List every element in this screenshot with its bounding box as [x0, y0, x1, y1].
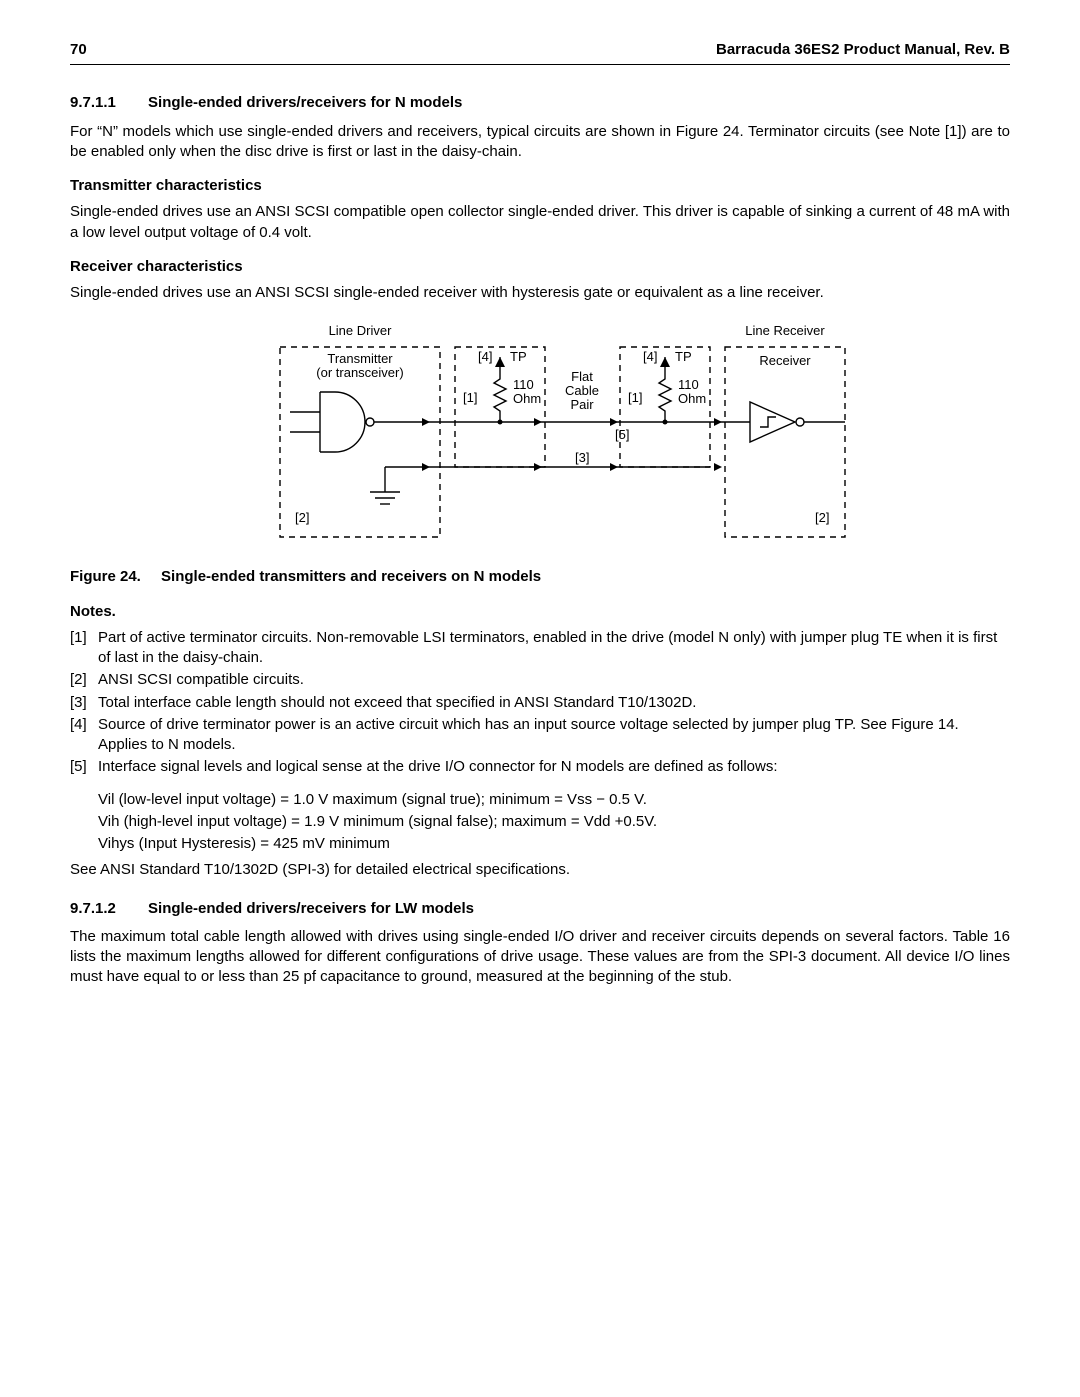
label-n2-left: [2] [295, 510, 309, 525]
section-heading-9-7-1-1: 9.7.1.1 Single-ended drivers/receivers f… [70, 93, 1010, 113]
label-flat: Flat [571, 369, 593, 384]
figure-24-diagram: Line Driver Line Receiver Transmitter (o… [220, 317, 860, 557]
section-number: 9.7.1.2 [70, 899, 116, 919]
label-ohm-left: Ohm [513, 391, 541, 406]
note-item: [5]Interface signal levels and logical s… [70, 757, 1010, 777]
figure-caption: Figure 24. Single-ended transmitters and… [70, 567, 1010, 587]
label-line-driver: Line Driver [329, 323, 393, 338]
note-item: [1]Part of active terminator circuits. N… [70, 628, 1010, 669]
label-n4-right: [4] [643, 349, 657, 364]
label-cable: Cable [565, 383, 599, 398]
section-number: 9.7.1.1 [70, 93, 116, 113]
manual-title: Barracuda 36ES2 Product Manual, Rev. B [716, 40, 1010, 60]
figure-caption-text: Single-ended transmitters and receivers … [161, 568, 541, 585]
receiver-paragraph: Single-ended drives use an ANSI SCSI sin… [70, 283, 1010, 303]
label-tp-left: TP [510, 349, 527, 364]
section-paragraph: The maximum total cable length allowed w… [70, 927, 1010, 988]
label-n1-right: [1] [628, 390, 642, 405]
section-title: Single-ended drivers/receivers for N mod… [148, 94, 462, 111]
receiver-heading: Receiver characteristics [70, 257, 1010, 277]
notes-list: [1]Part of active terminator circuits. N… [70, 628, 1010, 778]
page-header: 70 Barracuda 36ES2 Product Manual, Rev. … [70, 40, 1010, 65]
label-110-left: 110 [513, 377, 534, 392]
label-n4-left: [4] [478, 349, 492, 364]
notes-after-paragraph: See ANSI Standard T10/1302D (SPI-3) for … [70, 860, 1010, 880]
label-transmitter: Transmitter [327, 351, 393, 366]
transmitter-paragraph: Single-ended drives use an ANSI SCSI com… [70, 202, 1010, 243]
transmitter-heading: Transmitter characteristics [70, 176, 1010, 196]
section-paragraph: For “N” models which use single-ended dr… [70, 122, 1010, 163]
notes-heading: Notes. [70, 602, 1010, 622]
note-item: [3]Total interface cable length should n… [70, 693, 1010, 713]
label-receiver: Receiver [759, 353, 811, 368]
label-110-right: 110 [678, 377, 699, 392]
figure-label: Figure 24. [70, 567, 141, 587]
label-tp-right: TP [675, 349, 692, 364]
label-n2-right: [2] [815, 510, 829, 525]
section-title: Single-ended drivers/receivers for LW mo… [148, 900, 474, 917]
section-heading-9-7-1-2: 9.7.1.2 Single-ended drivers/receivers f… [70, 899, 1010, 919]
label-n1-left: [1] [463, 390, 477, 405]
note5-subline: Vil (low-level input voltage) = 1.0 V ma… [98, 790, 1010, 810]
label-pair: Pair [570, 397, 594, 412]
label-ohm-right: Ohm [678, 391, 706, 406]
note5-subline: Vihys (Input Hysteresis) = 425 mV minimu… [98, 834, 1010, 854]
label-transceiver: (or transceiver) [316, 365, 403, 380]
note5-subline: Vih (high-level input voltage) = 1.9 V m… [98, 812, 1010, 832]
label-n5: [5] [615, 427, 629, 442]
label-n3: [3] [575, 450, 589, 465]
page-number: 70 [70, 40, 87, 60]
label-line-receiver: Line Receiver [745, 323, 825, 338]
note-item: [4]Source of drive terminator power is a… [70, 715, 1010, 756]
note-item: [2]ANSI SCSI compatible circuits. [70, 670, 1010, 690]
